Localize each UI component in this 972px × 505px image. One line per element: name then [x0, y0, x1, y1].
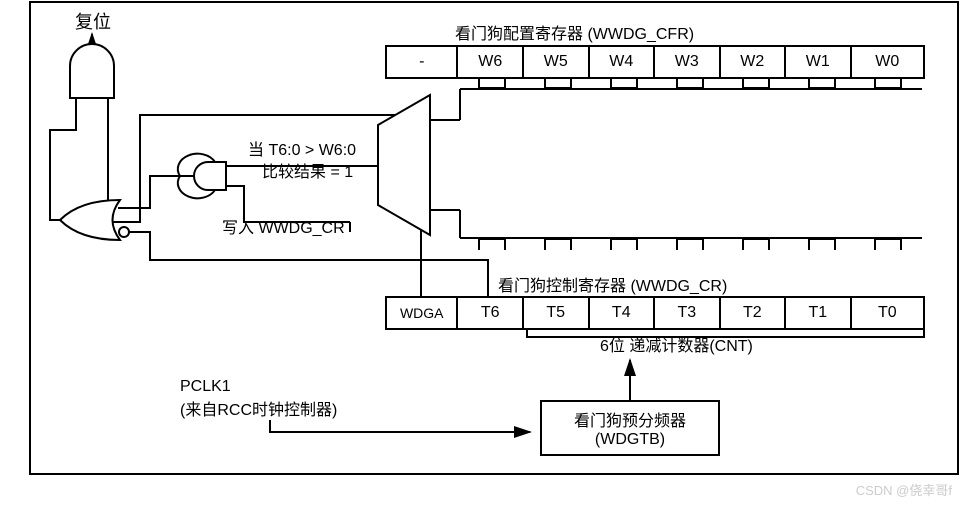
prescaler-line1: 看门狗预分频器	[574, 407, 686, 431]
comparator-label-1: 比	[392, 134, 408, 154]
comparator-label-3: 器	[392, 174, 408, 194]
prescaler-line2: (WDGTB)	[595, 431, 665, 449]
comparator-label: 比 较 器	[392, 134, 408, 194]
cr-cell-7: T0	[852, 298, 923, 328]
pclk-line2: (来自RCC时钟控制器)	[180, 396, 337, 420]
prescaler-box: 看门狗预分频器 (WDGTB)	[540, 400, 720, 456]
cfr-cell-4: W3	[655, 47, 721, 77]
write-label: 写入 WWDG_CR	[222, 214, 345, 238]
cfr-cell-5: W2	[721, 47, 787, 77]
counter-bracket	[526, 328, 925, 338]
pclk-line1: PCLK1	[180, 378, 337, 396]
cr-stubs	[459, 238, 921, 250]
reset-label: 复位	[75, 8, 111, 34]
cfr-cell-1: W6	[458, 47, 524, 77]
cr-cell-3: T4	[590, 298, 656, 328]
cr-cell-0: WDGA	[387, 298, 458, 328]
cfr-cell-3: W4	[590, 47, 656, 77]
cr-cell-6: T1	[786, 298, 852, 328]
cfr-cell-2: W5	[524, 47, 590, 77]
cfr-cell-7: W0	[852, 47, 923, 77]
cr-cell-1: T6	[458, 298, 524, 328]
cfr-cell-6: W1	[786, 47, 852, 77]
comparator-cond-1: 当 T6:0 > W6:0	[248, 136, 356, 160]
cfr-stubs	[459, 77, 921, 89]
cfr-register: - W6 W5 W4 W3 W2 W1 W0	[385, 45, 925, 79]
cr-cell-4: T3	[655, 298, 721, 328]
pclk-label: PCLK1 (来自RCC时钟控制器)	[180, 378, 337, 420]
comparator-label-2: 较	[392, 154, 408, 174]
cr-cell-5: T2	[721, 298, 787, 328]
watermark: CSDN @侥幸哥f	[856, 480, 952, 499]
cfr-cell-0: -	[387, 47, 458, 77]
cfr-title: 看门狗配置寄存器 (WWDG_CFR)	[455, 20, 694, 44]
cr-title: 看门狗控制寄存器 (WWDG_CR)	[498, 272, 727, 296]
cr-register: WDGA T6 T5 T4 T3 T2 T1 T0	[385, 296, 925, 330]
comparator-cond-2: 比较结果 = 1	[262, 158, 353, 182]
cr-cell-2: T5	[524, 298, 590, 328]
